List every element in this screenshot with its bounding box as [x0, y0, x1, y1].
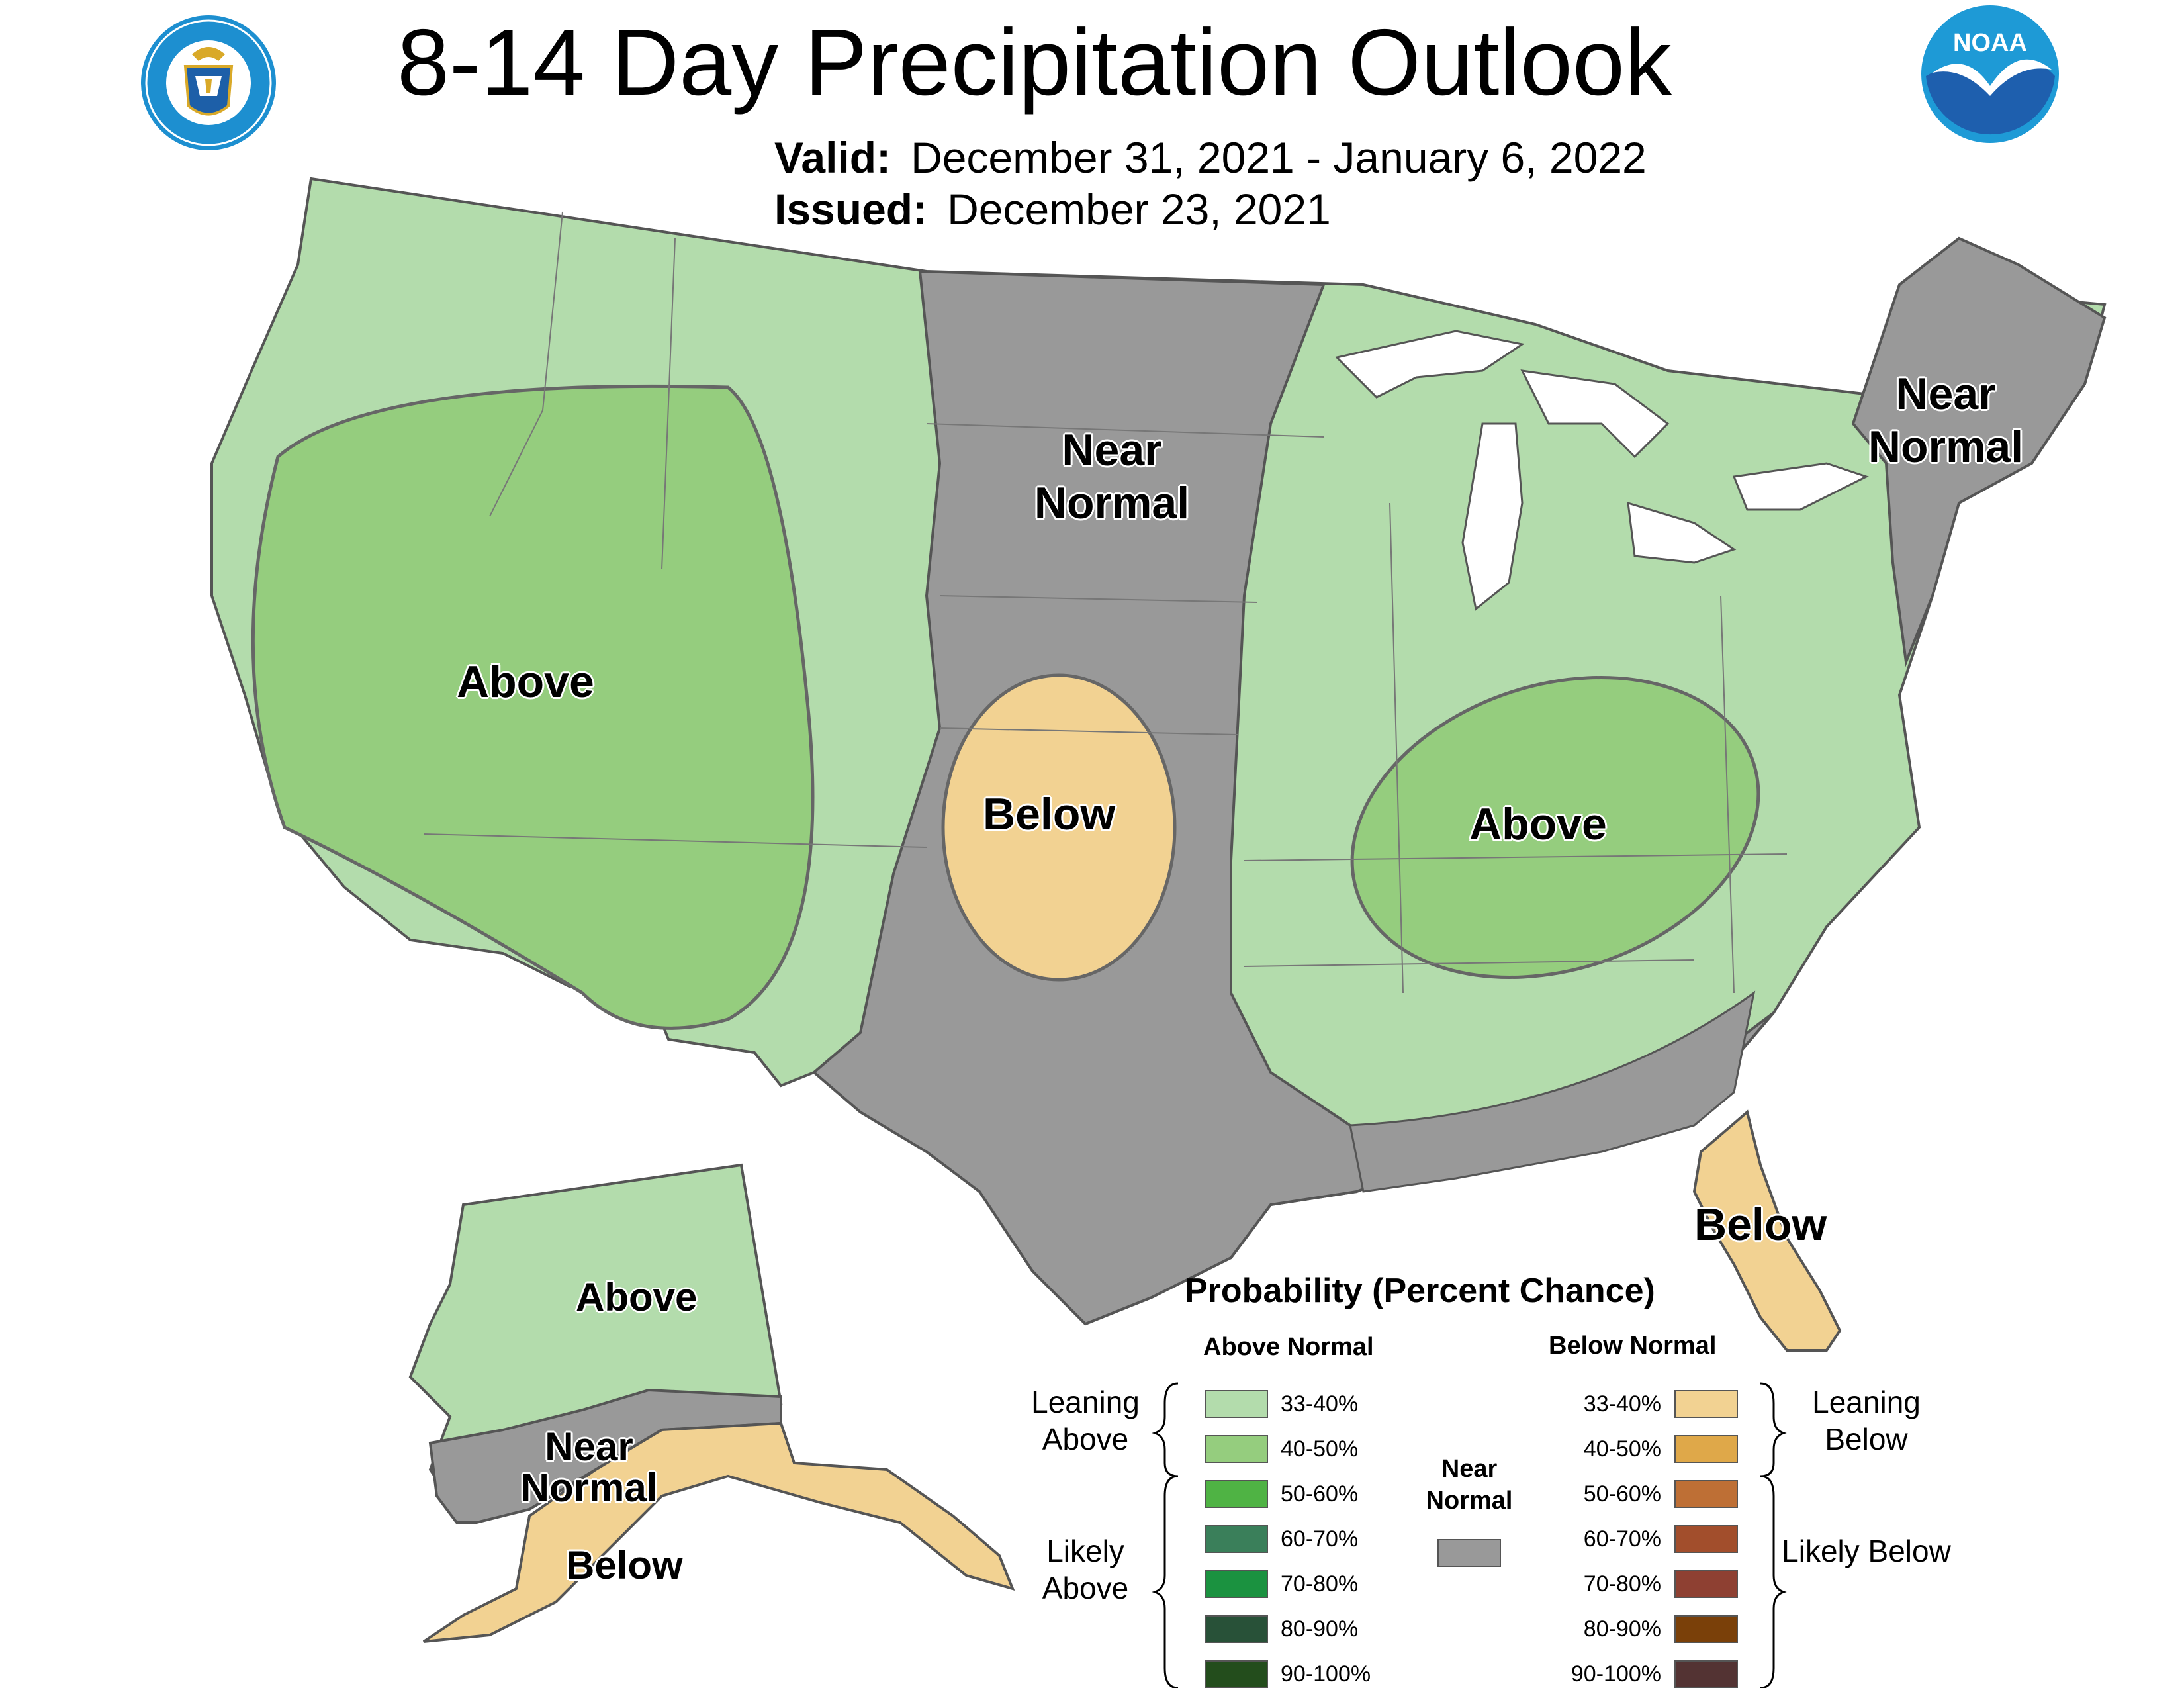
plains-below-label: Below	[983, 789, 1116, 839]
below-range-1: 40-50%	[1583, 1436, 1661, 1462]
below-swatch-5	[1674, 1615, 1738, 1643]
likely-below-label: Likely Below	[1782, 1534, 1951, 1568]
legend-near-label: Near Normal	[1426, 1455, 1513, 1515]
northeast-near-region	[1851, 236, 2107, 667]
noaa-logo-icon: NOAA	[1921, 5, 2059, 143]
below-range-6: 90-100%	[1570, 1662, 1661, 1687]
great-lakes	[1335, 330, 1869, 611]
state-borders	[423, 211, 1788, 994]
west-above-40-50	[251, 384, 815, 1030]
florida-below-region	[1692, 1109, 1842, 1352]
below-swatch-2	[1674, 1480, 1738, 1508]
legend-above-header: Above Normal	[1203, 1333, 1374, 1361]
below-range-3: 60-70%	[1583, 1526, 1661, 1552]
below-swatch-0	[1674, 1390, 1738, 1418]
above-range-0: 33-40%	[1281, 1391, 1359, 1417]
above-range-3: 60-70%	[1281, 1526, 1359, 1552]
below-range-4: 70-80%	[1583, 1571, 1661, 1597]
alaska-above-label: Above	[576, 1275, 698, 1319]
svg-text:NOAA: NOAA	[1953, 29, 2027, 57]
central-near-label: Near Normal	[1034, 425, 1190, 528]
map-title: 8-14 Day Precipitation Outlook	[397, 10, 1672, 115]
below-swatch-1	[1674, 1435, 1738, 1463]
issued-label: Issued:	[774, 185, 928, 234]
below-swatch-3	[1674, 1525, 1738, 1553]
legend-title: Probability (Percent Chance)	[1185, 1272, 1655, 1310]
alaska-below-label: Below	[566, 1543, 683, 1587]
valid-dates: Valid: December 31, 2021 - January 6, 202…	[774, 134, 1647, 181]
ohio-above-label: Above	[1469, 799, 1607, 849]
below-swatch-6	[1674, 1660, 1738, 1688]
above-swatch-5	[1205, 1615, 1268, 1643]
alaska-near-label: Near Normal	[520, 1425, 658, 1510]
plains-below-region	[941, 673, 1177, 982]
above-swatch-3	[1205, 1525, 1268, 1553]
issued-value: December 23, 2021	[947, 185, 1331, 234]
west-above-label: Above	[457, 657, 594, 707]
southeast-near-region	[1349, 990, 1756, 1193]
valid-label: Valid:	[774, 133, 891, 182]
above-swatch-2	[1205, 1480, 1268, 1508]
below-range-5: 80-90%	[1583, 1617, 1661, 1642]
above-range-4: 70-80%	[1281, 1571, 1359, 1597]
below-range-0: 33-40%	[1583, 1391, 1661, 1417]
leaning-below-label: Leaning Below	[1812, 1385, 1921, 1456]
alaska-below-region	[422, 1421, 1015, 1643]
leaning-above-label: Leaning Above	[1031, 1385, 1140, 1456]
valid-value: December 31, 2021 - January 6, 2022	[911, 133, 1647, 182]
above-swatch-1	[1205, 1435, 1268, 1463]
above-range-1: 40-50%	[1281, 1436, 1359, 1462]
likely-above-label: Likely Above	[1042, 1534, 1129, 1605]
florida-below-label: Below	[1694, 1199, 1827, 1250]
above-swatch-0	[1205, 1390, 1268, 1418]
below-range-2: 50-60%	[1583, 1481, 1661, 1507]
above-range-5: 80-90%	[1281, 1617, 1359, 1642]
above-swatch-4	[1205, 1570, 1268, 1598]
issued-date: Issued: December 23, 2021	[774, 185, 1331, 233]
above-swatch-6	[1205, 1660, 1268, 1688]
below-swatch-4	[1674, 1570, 1738, 1598]
legend-below-header: Below Normal	[1549, 1332, 1717, 1360]
ohio-above-40-50	[1350, 676, 1760, 979]
above-range-6: 90-100%	[1281, 1662, 1371, 1687]
above-range-2: 50-60%	[1281, 1481, 1359, 1507]
commerce-seal-icon	[141, 15, 276, 150]
legend-near-swatch	[1437, 1539, 1501, 1567]
northeast-near-label: Near Normal	[1868, 369, 2024, 472]
